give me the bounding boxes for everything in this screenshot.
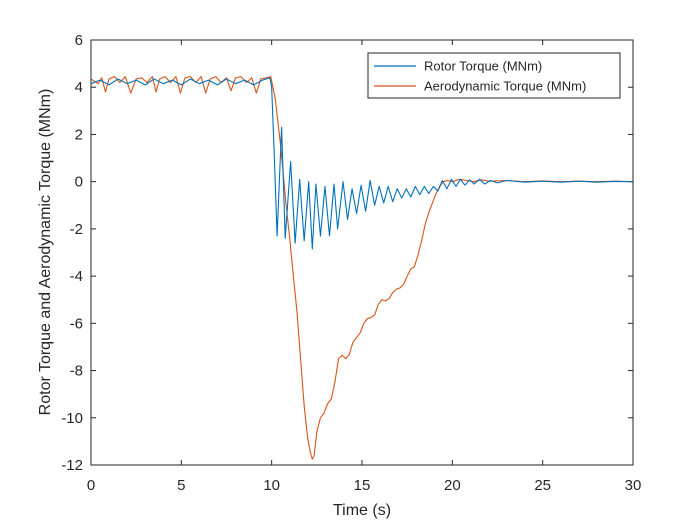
y-tick-label: 6: [75, 32, 83, 49]
x-tick-label: 10: [263, 477, 280, 494]
y-tick-label: -2: [70, 221, 83, 238]
x-tick-label: 30: [625, 477, 642, 494]
legend-label-aerodynamic-torque: Aerodynamic Torque (MNm): [424, 79, 586, 94]
y-tick-label: -6: [70, 315, 83, 332]
x-tick-label: 25: [534, 477, 551, 494]
y-tick-labels: -12 -10 -8 -6 -4 -2 0 2 4 6: [61, 32, 83, 474]
x-tick-labels: 0 5 10 15 20 25 30: [87, 477, 642, 494]
plot-area: [91, 40, 633, 465]
y-tick-label: 4: [75, 79, 83, 96]
legend-box: [367, 52, 621, 99]
y-tick-label: -4: [70, 268, 83, 285]
y-tick-label: 2: [75, 126, 83, 143]
x-tick-label: 0: [87, 477, 95, 494]
y-tick-label: -12: [61, 457, 83, 474]
x-tick-label: 5: [177, 477, 185, 494]
x-tick-label: 15: [354, 477, 371, 494]
series-layer: [90, 76, 634, 460]
series-line-rotor-torque: [90, 77, 634, 250]
legend-label-rotor-torque: Rotor Torque (MNm): [424, 59, 542, 74]
y-tick-label: -10: [61, 410, 83, 427]
y-tick-label: 0: [75, 174, 83, 191]
x-axis-title: Time (s): [333, 502, 391, 519]
legend: Rotor Torque (MNm) Aerodynamic Torque (M…: [367, 52, 621, 99]
y-tick-label: -8: [70, 363, 83, 380]
axes-box: [90, 39, 634, 466]
x-tick-label: 20: [444, 477, 461, 494]
y-axis-title: Rotor Torque and Aerodynamic Torque (MNm…: [37, 89, 54, 416]
